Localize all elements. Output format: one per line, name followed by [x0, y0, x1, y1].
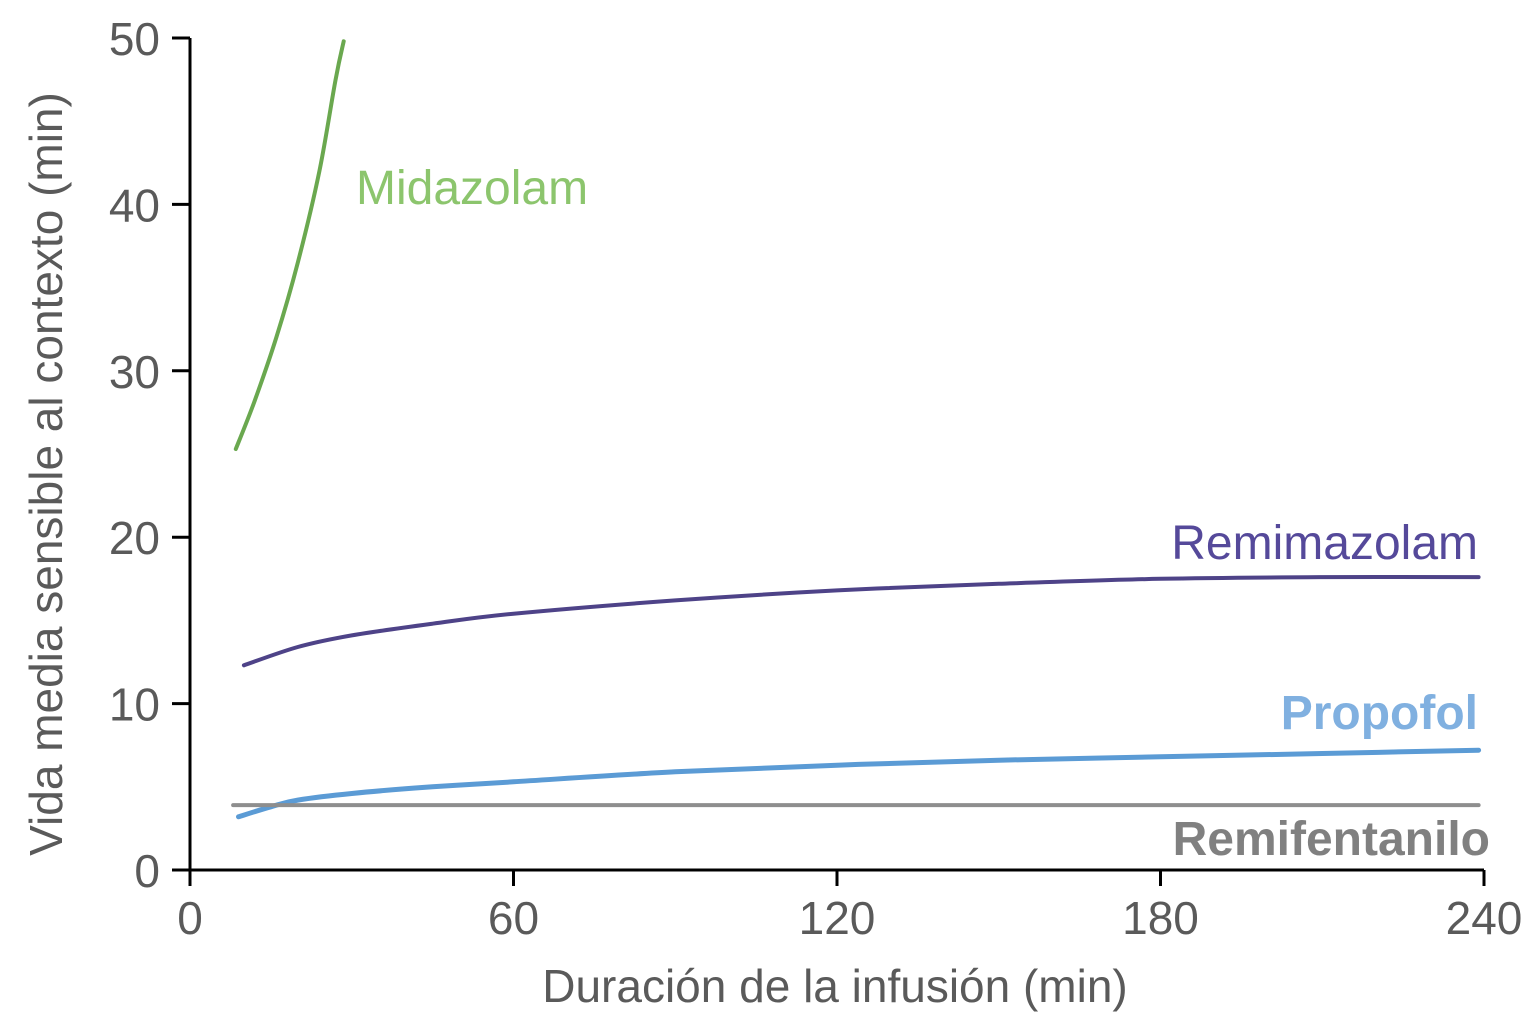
y-tick-label: 50	[109, 13, 160, 65]
series-label-midazolam: Midazolam	[356, 162, 588, 215]
y-ticks: 0 10 20 30 40 50	[109, 13, 190, 897]
x-tick-label: 180	[1122, 892, 1199, 944]
series-labels: Midazolam Remimazolam Propofol Remifentanil…	[356, 162, 1490, 866]
series-lines	[231, 39, 1482, 820]
series-line-remimazolam	[241, 575, 1481, 668]
x-tick-label: 60	[488, 892, 539, 944]
x-ticks: 0 60 120 180 240	[177, 870, 1522, 944]
series-label-propofol: Propofol	[1281, 687, 1478, 740]
x-tick-label: 0	[177, 892, 203, 944]
series-line-propofol	[236, 747, 1482, 820]
y-tick-label: 0	[134, 845, 160, 897]
series-label-remifentanilo: Remifentanilo	[1173, 813, 1490, 866]
y-tick-label: 30	[109, 346, 160, 398]
x-axis-title: Duración de la infusión (min)	[542, 960, 1128, 1012]
y-tick-label: 40	[109, 179, 160, 231]
y-tick-label: 10	[109, 679, 160, 731]
series-line-midazolam	[233, 39, 346, 451]
y-tick-label: 20	[109, 512, 160, 564]
x-tick-label: 240	[1446, 892, 1523, 944]
y-axis-title: Vida media sensible al contexto (min)	[20, 92, 72, 856]
x-tick-label: 120	[799, 892, 876, 944]
series-label-remimazolam: Remimazolam	[1171, 517, 1478, 570]
